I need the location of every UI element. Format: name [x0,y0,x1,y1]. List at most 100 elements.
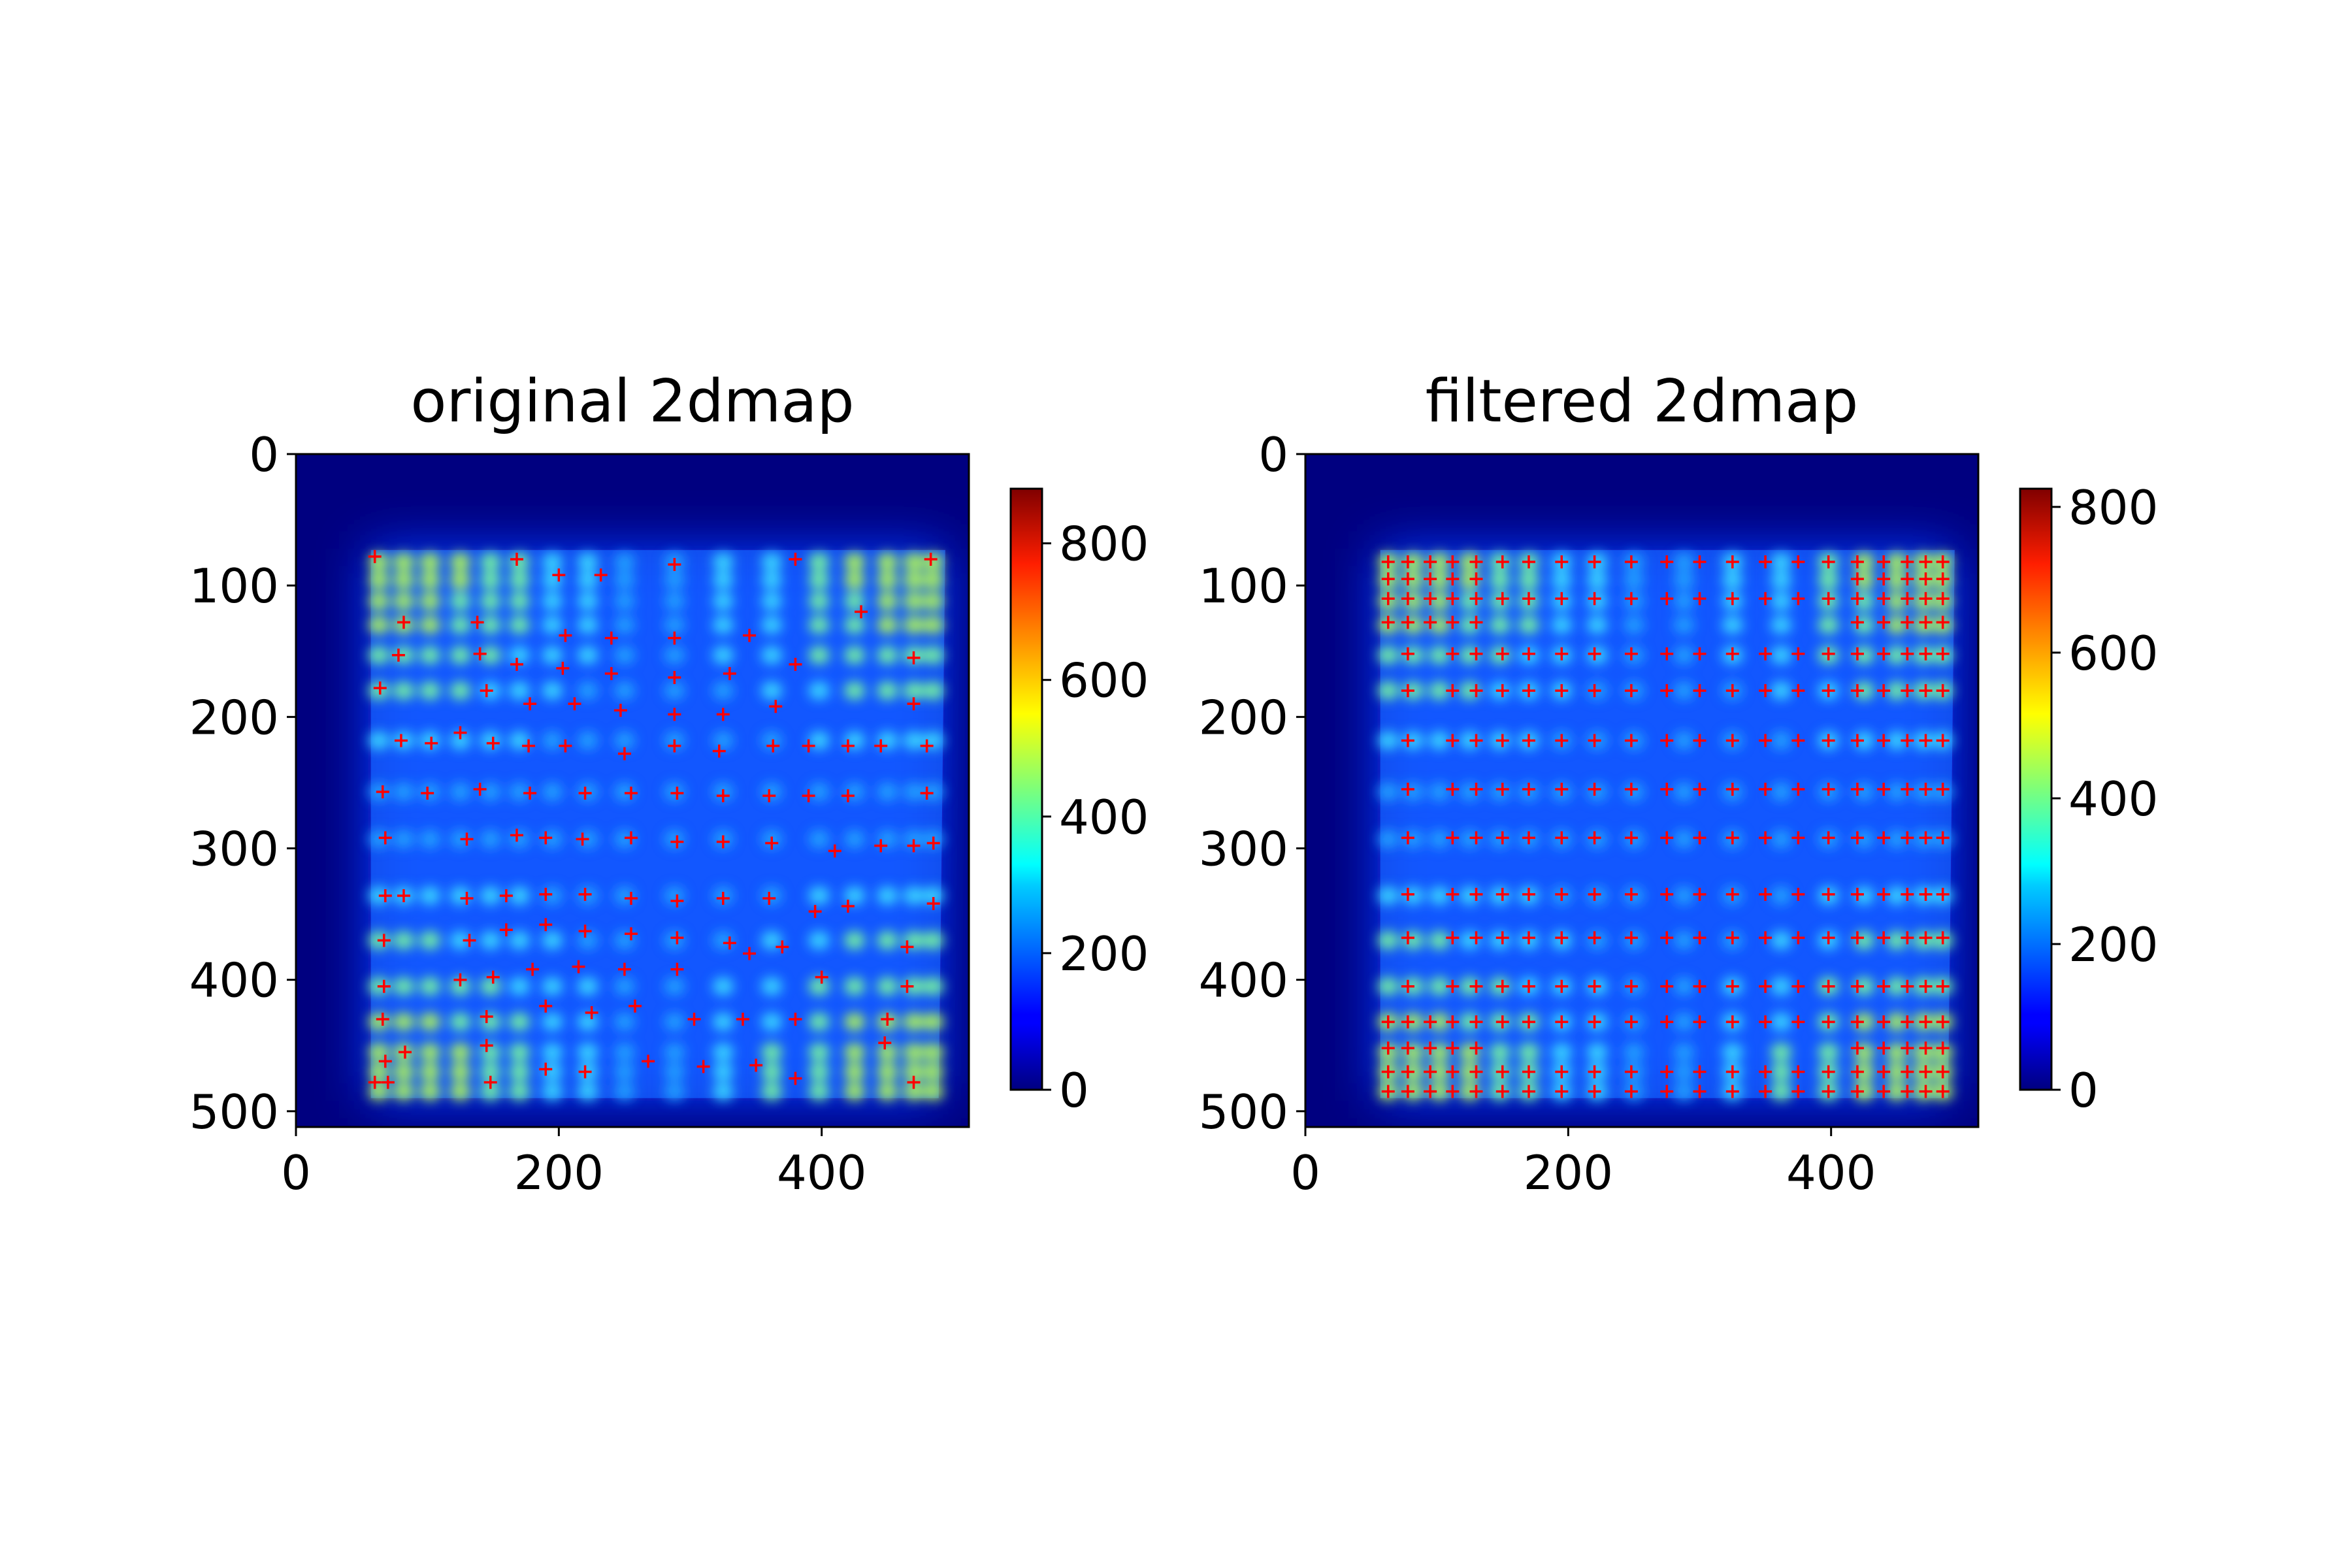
peak-marker [1401,1015,1414,1029]
intensity-spot [480,615,501,634]
intensity-spot [903,1082,924,1101]
intensity-spot [508,830,530,849]
intensity-spot [1402,615,1424,634]
intensity-spot [1489,615,1511,634]
intensity-spot [1853,783,1874,802]
peak-marker [1693,592,1707,606]
peak-marker [1624,684,1638,698]
intensity-spot [542,592,563,611]
peak-marker [1936,1015,1950,1029]
intensity-spot [1429,552,1450,571]
intensity-spot [542,731,563,750]
intensity-spot [877,783,898,802]
intensity-spot [480,931,501,950]
intensity-spot [1853,1062,1874,1081]
peak-marker [1725,887,1739,901]
peak-marker [765,836,779,850]
peak-marker [1495,831,1509,845]
intensity-spot [542,977,563,996]
intensity-spot [508,977,530,996]
intensity-spot [1518,615,1539,634]
peak-marker [1850,592,1864,606]
intensity-spot [712,552,734,571]
peak-marker [1469,887,1483,901]
intensity-spot [761,783,783,802]
intensity-spot [419,731,441,750]
peak-marker [1850,782,1864,796]
peak-marker [670,962,684,976]
intensity-spot [508,645,530,664]
intensity-spot [1771,592,1792,611]
peak-marker [670,931,684,945]
peak-marker [1624,1065,1638,1079]
intensity-spot [1459,731,1480,750]
intensity-spot [508,552,530,571]
peak-marker [1919,831,1933,845]
intensity-spot [542,830,563,849]
peak-marker [1495,979,1509,993]
peak-marker [670,787,684,800]
peak-marker [1660,782,1674,796]
peak-marker [1791,887,1805,901]
peak-marker [376,785,389,799]
peak-marker [1624,979,1638,993]
peak-marker [1759,1085,1772,1098]
y-tick-label: 100 [189,559,279,613]
intensity-spot [480,571,501,590]
peak-marker [1401,734,1414,747]
intensity-spot [1722,615,1743,634]
intensity-spot [368,592,389,611]
intensity-spot [843,886,865,905]
intensity-spot [1771,681,1792,700]
peak-marker [1850,684,1864,698]
intensity-spot [923,931,944,950]
peak-marker [1588,831,1601,845]
peak-marker [1936,782,1950,796]
intensity-spot [1673,592,1695,611]
peak-marker [749,1058,763,1072]
intensity-spot [1377,783,1399,802]
peak-marker [391,648,405,662]
intensity-spot [1377,977,1399,996]
intensity-spot [903,571,924,590]
intensity-spot [419,886,441,905]
peak-marker [1821,887,1835,901]
peak-marker [526,962,540,976]
peak-marker [762,789,776,803]
intensity-spot [613,830,635,849]
intensity-spot [508,571,530,590]
colorbar-tick-label: 400 [1059,790,1149,845]
peak-marker [1693,684,1707,698]
intensity-spot [664,830,685,849]
intensity-spot [1886,1062,1908,1081]
peak-marker [1469,647,1483,661]
peak-marker [1919,572,1933,586]
peak-marker [1725,684,1739,698]
peak-marker [1725,782,1739,796]
peak-marker [878,1036,892,1050]
intensity-spot [542,645,563,664]
peak-marker [1555,1015,1569,1029]
peak-marker [1555,931,1569,945]
peak-marker [668,708,681,721]
intensity-spot [1402,931,1424,950]
peak-marker [1936,887,1950,901]
intensity-spot [419,830,441,849]
peak-marker [1424,572,1437,586]
peak-marker [668,557,681,571]
peak-marker [841,900,855,913]
peak-marker [539,918,553,932]
intensity-spot [1912,886,1934,905]
peak-marker [1381,615,1395,629]
intensity-spot [1853,731,1874,750]
intensity-spot [419,645,441,664]
intensity-spot [664,1062,685,1081]
peak-marker [668,739,681,753]
intensity-spot [761,615,783,634]
peak-marker [1725,734,1739,747]
colorbar-tick-label: 600 [2068,626,2158,681]
peak-marker [716,835,730,849]
intensity-spot [664,1013,685,1032]
intensity-spot [1673,552,1695,571]
